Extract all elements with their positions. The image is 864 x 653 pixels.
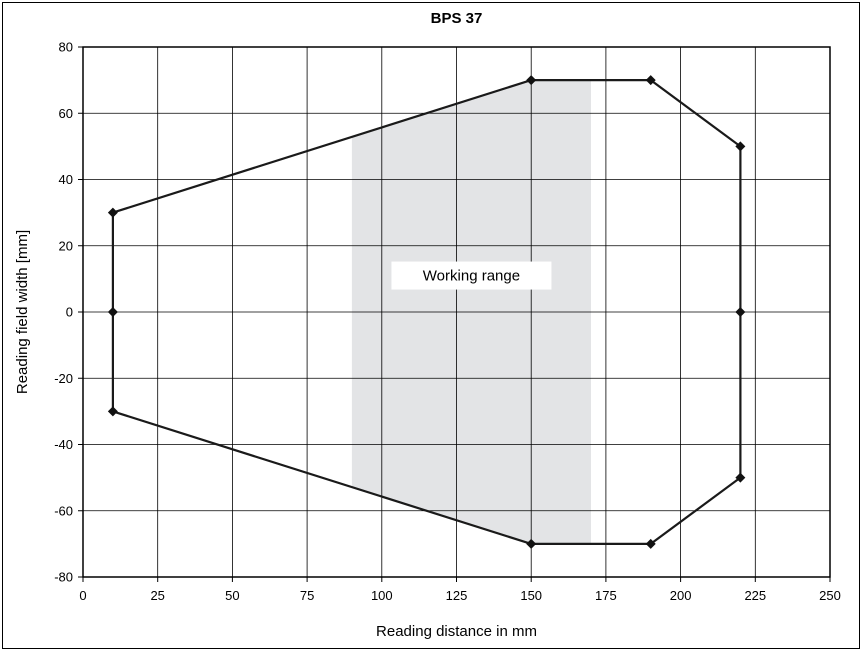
x-axis-label: Reading distance in mm [376, 623, 537, 640]
working-range-label-group: Working range [391, 261, 552, 290]
data-point-marker [107, 307, 118, 317]
y-tick-label: 60 [59, 106, 73, 121]
x-tick-label: 200 [670, 588, 692, 603]
y-tick-label: -80 [54, 570, 73, 585]
y-axis-ticks: -80 -60 -40 -20 0 20 40 60 80 [54, 40, 83, 585]
x-tick-label: 0 [79, 588, 86, 603]
y-tick-label: 40 [59, 172, 73, 187]
x-tick-label: 175 [595, 588, 617, 603]
x-tick-label: 250 [819, 588, 841, 603]
y-axis-label: Reading field width [mm] [14, 230, 31, 394]
x-tick-label: 150 [520, 588, 542, 603]
x-tick-label: 125 [446, 588, 468, 603]
data-point-marker [645, 538, 656, 549]
data-point-marker [735, 472, 746, 483]
x-tick-label: 50 [225, 588, 239, 603]
x-tick-label: 225 [744, 588, 766, 603]
series-layer [107, 75, 746, 549]
y-tick-label: -20 [54, 371, 73, 386]
working-range-label-background [391, 261, 552, 290]
working-range-label: Working range [423, 268, 520, 285]
data-point-marker [107, 406, 118, 417]
x-tick-label: 100 [371, 588, 393, 603]
data-point-marker [735, 141, 746, 152]
grid [83, 47, 830, 577]
chart-title: BPS 37 [431, 10, 483, 27]
data-point-marker [526, 75, 537, 86]
x-tick-label: 75 [300, 588, 314, 603]
data-point-marker [107, 207, 118, 218]
x-axis-ticks: 0 25 50 75 100 125 150 175 200 225 250 [79, 577, 841, 603]
data-point-marker [645, 75, 656, 86]
y-tick-label: 20 [59, 238, 73, 253]
data-point-marker [526, 538, 537, 549]
y-tick-label: 80 [59, 40, 73, 55]
x-tick-label: 25 [150, 588, 164, 603]
y-tick-label: 0 [66, 305, 73, 320]
y-tick-label: -40 [54, 437, 73, 452]
y-tick-label: -60 [54, 503, 73, 518]
data-point-marker [735, 307, 746, 317]
